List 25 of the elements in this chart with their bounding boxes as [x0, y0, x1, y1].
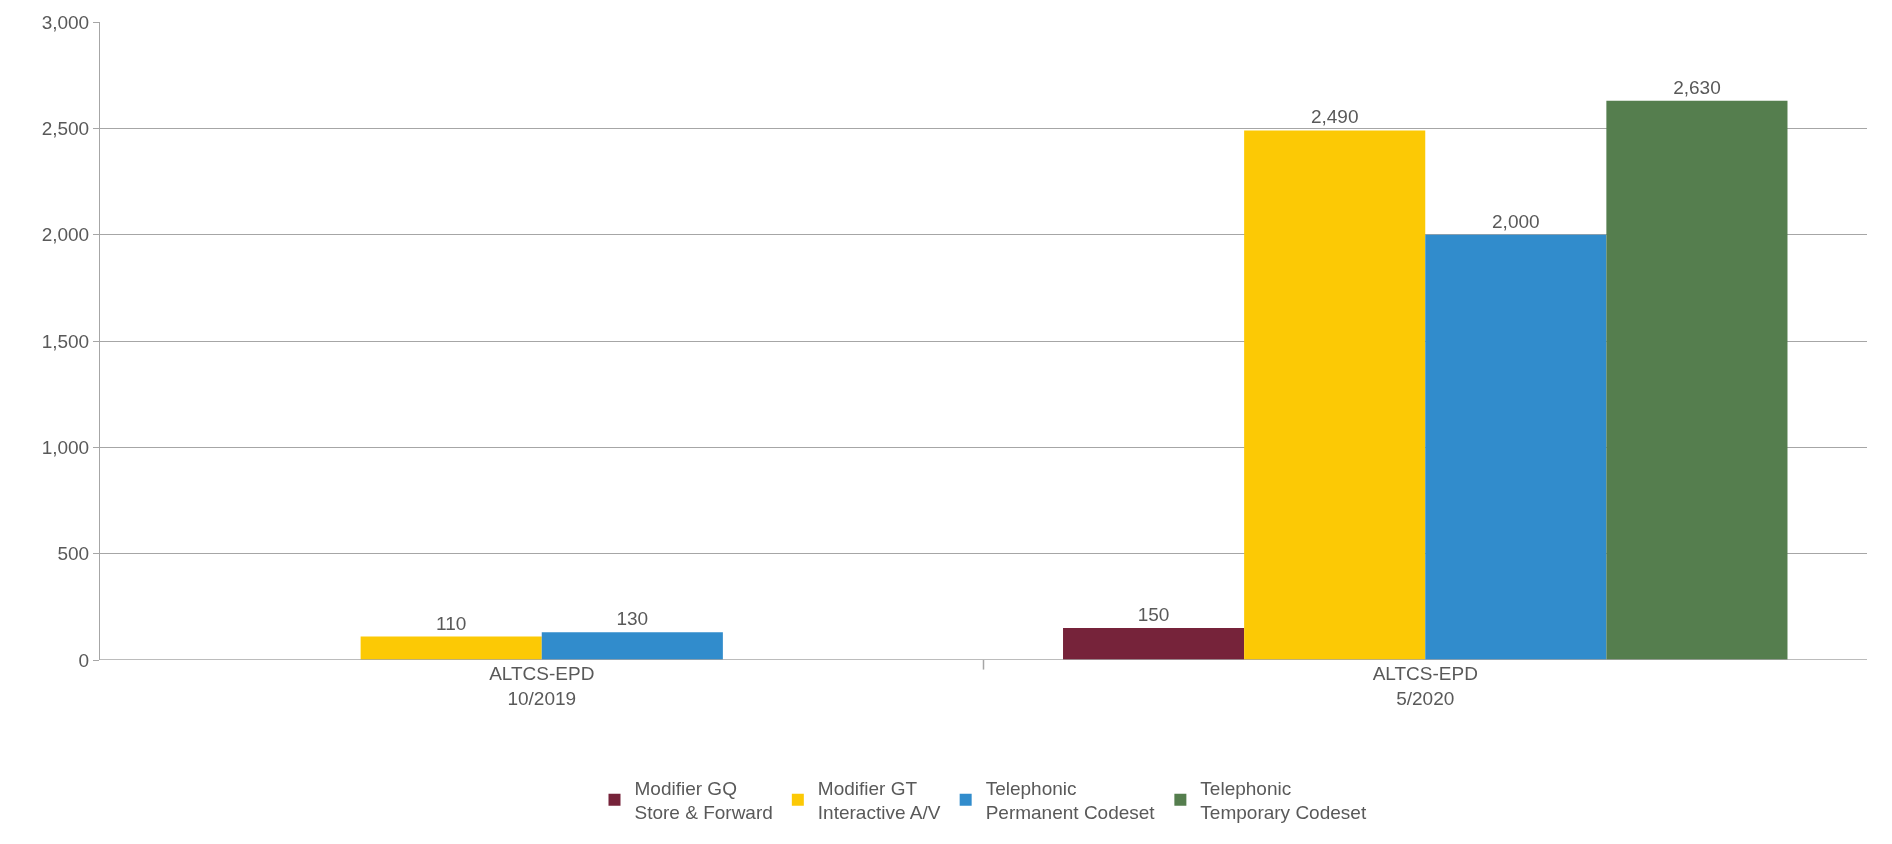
- data-label: 2,000: [1492, 210, 1540, 232]
- data-label: 130: [616, 608, 649, 630]
- legend-label: Modifier GQ Store & Forward: [634, 777, 773, 824]
- y-tick-label: 2,500: [41, 117, 90, 139]
- bar: [1425, 234, 1607, 660]
- data-label: 2,490: [1310, 106, 1359, 128]
- legend-label: Modifier GT Interactive A/V: [817, 777, 941, 824]
- y-tick-label: 2,000: [41, 224, 90, 246]
- legend-label: Telephonic Temporary Codeset: [1200, 777, 1367, 824]
- y-tick-label: 1,000: [41, 436, 90, 458]
- bar: [1606, 100, 1788, 660]
- y-tick-label: 0: [78, 649, 90, 671]
- data-label: 2,630: [1673, 76, 1721, 98]
- y-tick-label: 500: [57, 543, 90, 565]
- bar: [541, 632, 723, 660]
- y-tick-label: 3,000: [41, 11, 90, 33]
- x-tick-label: ALTCS-EPD 5/2020: [1372, 663, 1478, 709]
- x-tick-label: ALTCS-EPD 10/2019: [489, 663, 595, 709]
- bar: [1063, 628, 1245, 660]
- legend-label: Telephonic Permanent Codeset: [985, 777, 1156, 824]
- y-tick-label: 1,500: [41, 330, 90, 352]
- bar: [360, 636, 542, 660]
- data-label: 110: [436, 612, 467, 634]
- bar: [1244, 130, 1426, 660]
- data-label: 150: [1137, 604, 1170, 626]
